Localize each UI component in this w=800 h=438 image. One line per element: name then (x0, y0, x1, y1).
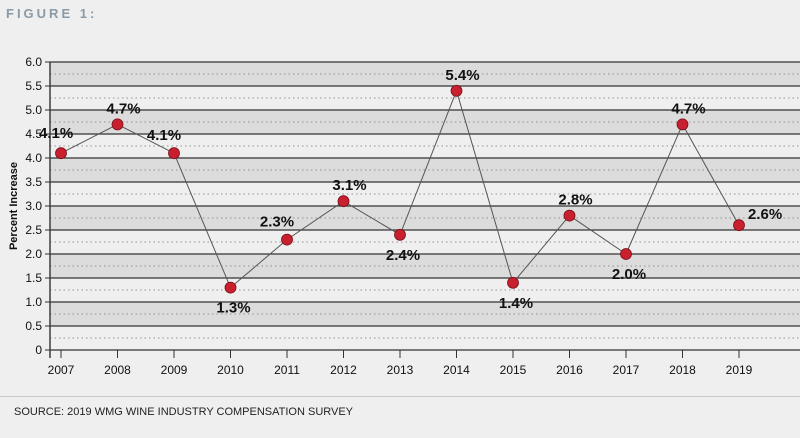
y-tick-label: 4.5 (25, 127, 42, 141)
data-point (55, 147, 67, 160)
grid-bands (50, 62, 800, 326)
x-tick-label: 2019 (726, 363, 753, 377)
x-tick-label: 2009 (161, 363, 188, 377)
y-tick-label: 0.5 (25, 319, 42, 333)
data-label: 3.1% (332, 177, 366, 194)
y-tick-label: 5.0 (25, 103, 42, 117)
data-point (168, 147, 180, 160)
divider (0, 396, 800, 397)
y-tick-label: 4.0 (25, 151, 42, 165)
data-label: 4.7% (671, 100, 705, 117)
x-tick-label: 2008 (104, 363, 131, 377)
data-point (620, 248, 632, 260)
data-label: 4.7% (106, 100, 140, 117)
data-point (450, 84, 463, 97)
data-label: 4.1% (147, 127, 181, 144)
y-tick-label: 1.0 (25, 295, 42, 309)
data-point (394, 228, 406, 241)
y-tick-label: 3.0 (25, 199, 42, 213)
y-axis: 0 0.5 1.0 1.5 2.0 2.5 3.0 3.5 4.0 4.5 5.0 5.5 6.0 (25, 55, 51, 358)
y-tick-label: 6.0 (25, 55, 42, 69)
data-point (733, 219, 745, 232)
x-tick-label: 2010 (217, 363, 244, 377)
data-labels: 4.1% 4.7% 4.1% 1.3% 2.3% 3.1% 2.4% 5.4% 1.4% 2.8%… (39, 67, 782, 317)
x-tick-label: 2016 (556, 363, 583, 377)
y-tick-label: 1.5 (25, 271, 42, 285)
data-label: 2.4% (386, 247, 420, 264)
line-chart: 0 0.5 1.0 1.5 2.0 2.5 3.0 3.5 4.0 4.5 5.0 5.5 6.0 20… (8, 55, 800, 377)
y-tick-label: 5.5 (25, 79, 42, 93)
x-tick-label: 2015 (500, 363, 527, 377)
source-note: SOURCE: 2019 WMG WINE INDUSTRY COMPENSAT… (14, 406, 354, 418)
data-point (281, 233, 293, 246)
data-point (507, 276, 519, 289)
data-label: 2.3% (260, 214, 294, 231)
x-axis: 2007 2008 2009 2010 2011 2012 2013 2014 2015 2016… (48, 350, 753, 377)
data-point (337, 195, 350, 208)
x-tick-label: 2018 (669, 363, 696, 377)
x-tick-label: 2011 (274, 363, 300, 377)
data-label: 4.1% (39, 125, 73, 142)
x-tick-label: 2012 (330, 363, 357, 377)
data-label: 2.6% (748, 206, 782, 223)
figure-label: FIGURE 1: (6, 6, 98, 21)
x-tick-label: 2017 (613, 363, 640, 377)
y-tick-label: 2.5 (25, 223, 42, 237)
x-tick-label: 2013 (387, 363, 414, 377)
y-tick-label: 2.0 (25, 247, 42, 261)
data-label: 5.4% (445, 67, 479, 84)
data-label: 2.0% (612, 266, 646, 283)
y-tick-label: 0 (35, 343, 42, 357)
data-point (111, 118, 124, 131)
data-point (563, 209, 576, 222)
x-tick-label: 2014 (443, 363, 470, 377)
data-label: 1.3% (216, 300, 250, 317)
data-label: 2.8% (558, 192, 592, 209)
data-point (224, 281, 237, 294)
data-points (55, 84, 745, 294)
x-tick-label: 2007 (48, 363, 75, 377)
y-axis-label: Percent Increase (8, 162, 20, 250)
data-point (676, 118, 689, 131)
data-label: 1.4% (499, 295, 533, 312)
y-tick-label: 3.5 (25, 175, 42, 189)
